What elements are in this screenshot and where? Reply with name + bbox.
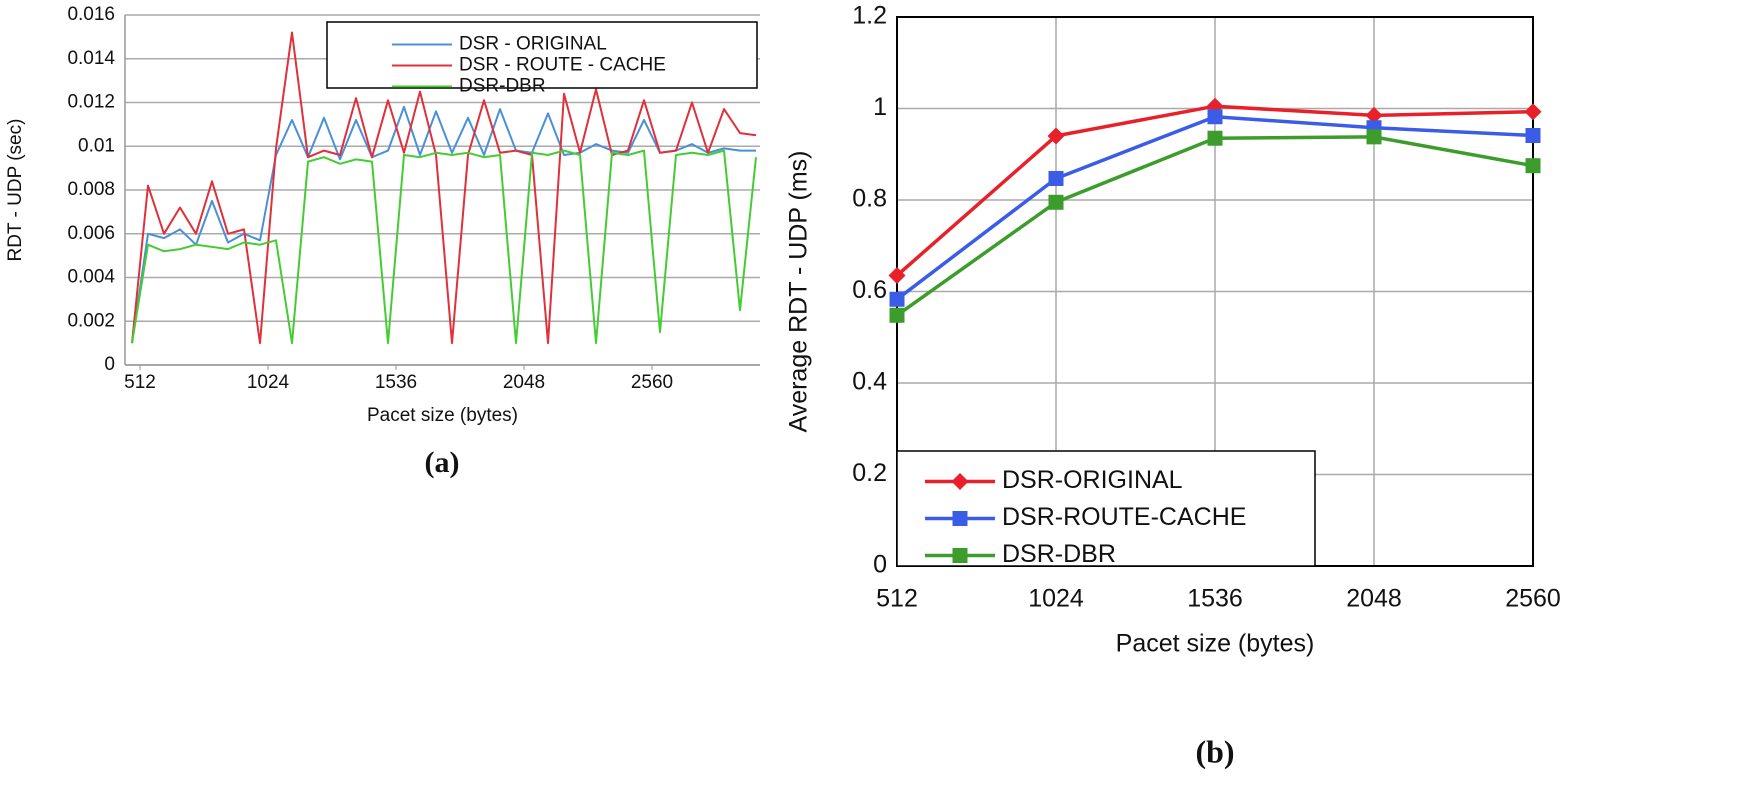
- marker: [1048, 170, 1064, 186]
- legend-label: DSR-ROUTE-CACHE: [1002, 503, 1246, 531]
- marker: [1525, 127, 1541, 143]
- legend-label: DSR-DBR: [1002, 540, 1116, 568]
- x-tick-label: 1024: [1028, 585, 1084, 613]
- y-tick-label: 0.6: [852, 276, 887, 304]
- legend-box: [326, 21, 758, 89]
- y-tick-label: 0: [104, 354, 115, 375]
- marker: [888, 266, 906, 284]
- x-tick-label: 2048: [503, 372, 545, 393]
- marker: [1207, 130, 1223, 146]
- legend-box: [896, 450, 1316, 567]
- marker: [1525, 158, 1541, 174]
- y-tick-label: 0.014: [67, 48, 115, 69]
- caption: (b): [1195, 733, 1234, 769]
- x-tick-label: 1024: [247, 372, 290, 393]
- marker: [1048, 194, 1064, 210]
- y-tick-label: 1: [873, 93, 887, 121]
- y-tick-label: 0.002: [67, 310, 115, 331]
- y-axis-label: RDT - UDP (sec): [5, 119, 26, 262]
- series-line: [131, 31, 757, 345]
- x-tick-label: 512: [124, 372, 156, 393]
- x-tick-label: 2560: [631, 372, 673, 393]
- marker: [952, 511, 968, 526]
- caption: (a): [425, 446, 460, 479]
- y-tick-label: 0.01: [78, 135, 115, 156]
- x-tick-label: 2560: [1505, 585, 1561, 613]
- y-tick-label: 1.2: [852, 2, 887, 30]
- marker: [1207, 109, 1223, 125]
- marker: [889, 291, 905, 307]
- y-tick-label: 0: [873, 551, 887, 579]
- legend-label: DSR - ROUTE - CACHE: [459, 55, 666, 76]
- marker: [889, 307, 905, 323]
- x-axis-label: Pacet size (bytes): [1116, 630, 1315, 658]
- marker: [1047, 127, 1065, 145]
- x-axis-label: Pacet size (bytes): [367, 405, 518, 426]
- y-tick-label: 0.008: [67, 179, 115, 200]
- y-tick-label: 0.2: [852, 459, 887, 487]
- marker: [1365, 106, 1383, 124]
- legend-label: DSR-ORIGINAL: [1002, 466, 1183, 494]
- x-tick-label: 1536: [375, 372, 417, 393]
- legend-label: DSR - ORIGINAL: [459, 34, 607, 55]
- x-tick-label: 2048: [1346, 585, 1402, 613]
- marker: [951, 473, 969, 490]
- y-tick-label: 0.004: [67, 267, 115, 288]
- y-tick-label: 0.006: [67, 223, 115, 244]
- marker: [952, 548, 968, 563]
- x-tick-label: 512: [876, 585, 918, 613]
- x-tick-label: 1536: [1187, 585, 1243, 613]
- series-line: [131, 105, 756, 344]
- y-axis-label: Average RDT - UDP (ms): [785, 150, 813, 432]
- series-line: [131, 149, 757, 345]
- legend-label: DSR-DBR: [459, 76, 546, 97]
- y-tick-label: 0.4: [852, 368, 887, 396]
- marker: [1366, 129, 1382, 145]
- y-tick-label: 0.8: [852, 185, 887, 213]
- marker: [1524, 103, 1542, 121]
- y-tick-label: 0.016: [67, 4, 115, 25]
- y-tick-label: 0.012: [67, 92, 115, 113]
